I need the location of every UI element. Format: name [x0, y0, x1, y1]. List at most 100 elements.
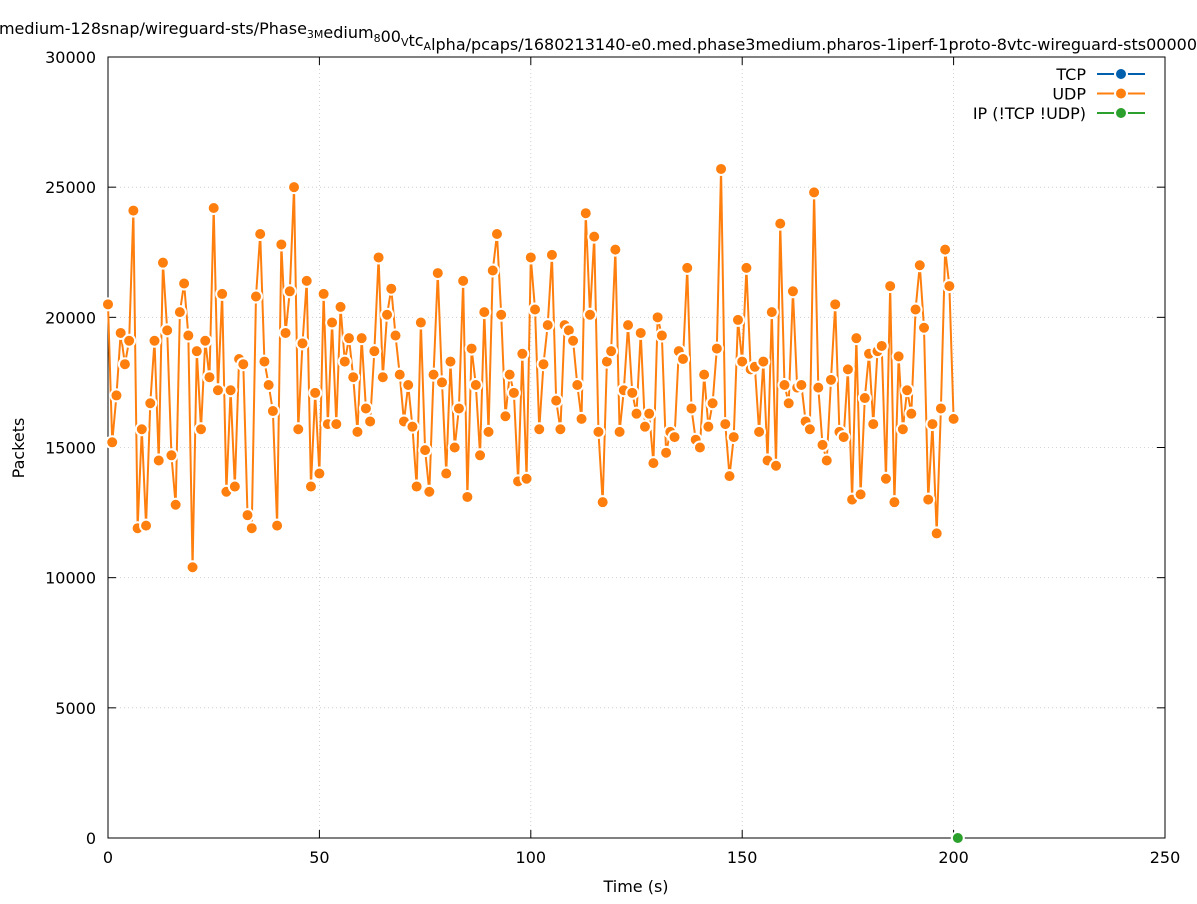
data-point — [904, 406, 919, 421]
data-point — [185, 560, 200, 575]
data-point — [312, 466, 327, 481]
data-point — [667, 430, 682, 445]
data-point — [794, 378, 809, 393]
y-tick-label: 20000 — [45, 308, 96, 327]
y-tick-label: 5000 — [55, 699, 96, 718]
data-point — [261, 378, 276, 393]
data-point — [172, 305, 187, 320]
data-point — [456, 273, 471, 288]
data-point — [308, 385, 323, 400]
y-tick-label: 15000 — [45, 439, 96, 458]
data-point — [925, 417, 940, 432]
data-point — [392, 367, 407, 382]
data-point — [189, 344, 204, 359]
data-point — [735, 354, 750, 369]
chart-title-fragment: lpha/pcaps/1680213140-e0.med.phase3mediu… — [431, 35, 1197, 54]
legend-marker — [1114, 106, 1128, 120]
data-point — [206, 200, 221, 215]
data-point — [900, 383, 915, 398]
data-point — [942, 279, 957, 294]
data-point — [223, 383, 238, 398]
data-point — [895, 422, 910, 437]
data-point — [917, 320, 932, 335]
x-tick-label: 200 — [938, 848, 969, 867]
data-point — [244, 521, 259, 536]
data-point — [515, 346, 530, 361]
data-point — [485, 263, 500, 278]
data-point — [291, 422, 306, 437]
data-point — [122, 333, 137, 348]
data-point — [248, 289, 263, 304]
series-2 — [950, 831, 965, 845]
data-point — [274, 237, 289, 252]
data-point — [316, 286, 331, 301]
legend-marker — [1114, 86, 1128, 101]
data-point — [468, 378, 483, 393]
data-point — [215, 286, 230, 301]
data-point — [764, 305, 779, 320]
data-point — [198, 333, 213, 348]
x-axis-label: Time (s) — [602, 877, 668, 896]
data-point — [498, 409, 513, 424]
data-point — [367, 344, 382, 359]
data-point — [240, 508, 255, 523]
data-point — [823, 372, 838, 387]
data-point — [363, 414, 378, 429]
legend-label: UDP — [1052, 85, 1086, 104]
data-point — [536, 357, 551, 372]
data-point — [849, 331, 864, 346]
data-point — [574, 411, 589, 426]
data-point — [802, 422, 817, 437]
data-point — [337, 354, 352, 369]
data-point — [253, 227, 268, 242]
data-point — [637, 419, 652, 434]
data-point — [718, 417, 733, 432]
chart-title-subscript: V — [401, 36, 409, 49]
data-point — [874, 338, 889, 353]
data-point — [354, 331, 369, 346]
data-point — [265, 404, 280, 419]
data-point — [633, 325, 648, 340]
data-point — [730, 312, 745, 327]
data-point — [257, 354, 272, 369]
data-point — [578, 206, 593, 221]
data-point — [946, 411, 961, 426]
data-point — [836, 430, 851, 445]
data-point — [155, 255, 170, 270]
data-point — [938, 242, 953, 257]
chart-title-fragment: edium — [323, 23, 373, 42]
data-point — [549, 393, 564, 408]
chart-title-subscript: 8 — [374, 32, 381, 45]
data-point — [164, 448, 179, 463]
data-point — [646, 456, 661, 471]
data-point — [887, 495, 902, 510]
data-point — [101, 297, 115, 312]
data-point — [329, 417, 344, 432]
data-point — [781, 396, 796, 411]
data-point — [773, 216, 788, 231]
data-point — [181, 328, 196, 343]
chart-title-subscript: 3M — [307, 28, 324, 41]
data-point — [168, 497, 183, 512]
data-point — [528, 302, 543, 317]
data-point — [494, 307, 509, 322]
data-point — [380, 307, 395, 322]
data-point — [769, 458, 784, 473]
data-point — [210, 383, 225, 398]
data-point — [819, 453, 834, 468]
data-point — [950, 831, 965, 845]
data-point — [126, 203, 141, 218]
data-point — [891, 349, 906, 364]
data-point — [544, 247, 559, 262]
data-point — [405, 419, 420, 434]
data-point — [604, 344, 619, 359]
data-point — [878, 471, 893, 486]
data-point — [908, 302, 923, 317]
data-point — [401, 378, 416, 393]
legend-label: IP (!TCP !UDP) — [973, 104, 1086, 123]
legend-label: TCP — [1055, 65, 1086, 84]
x-tick-label: 50 — [309, 848, 329, 867]
data-point — [692, 440, 707, 455]
data-point — [139, 518, 154, 533]
